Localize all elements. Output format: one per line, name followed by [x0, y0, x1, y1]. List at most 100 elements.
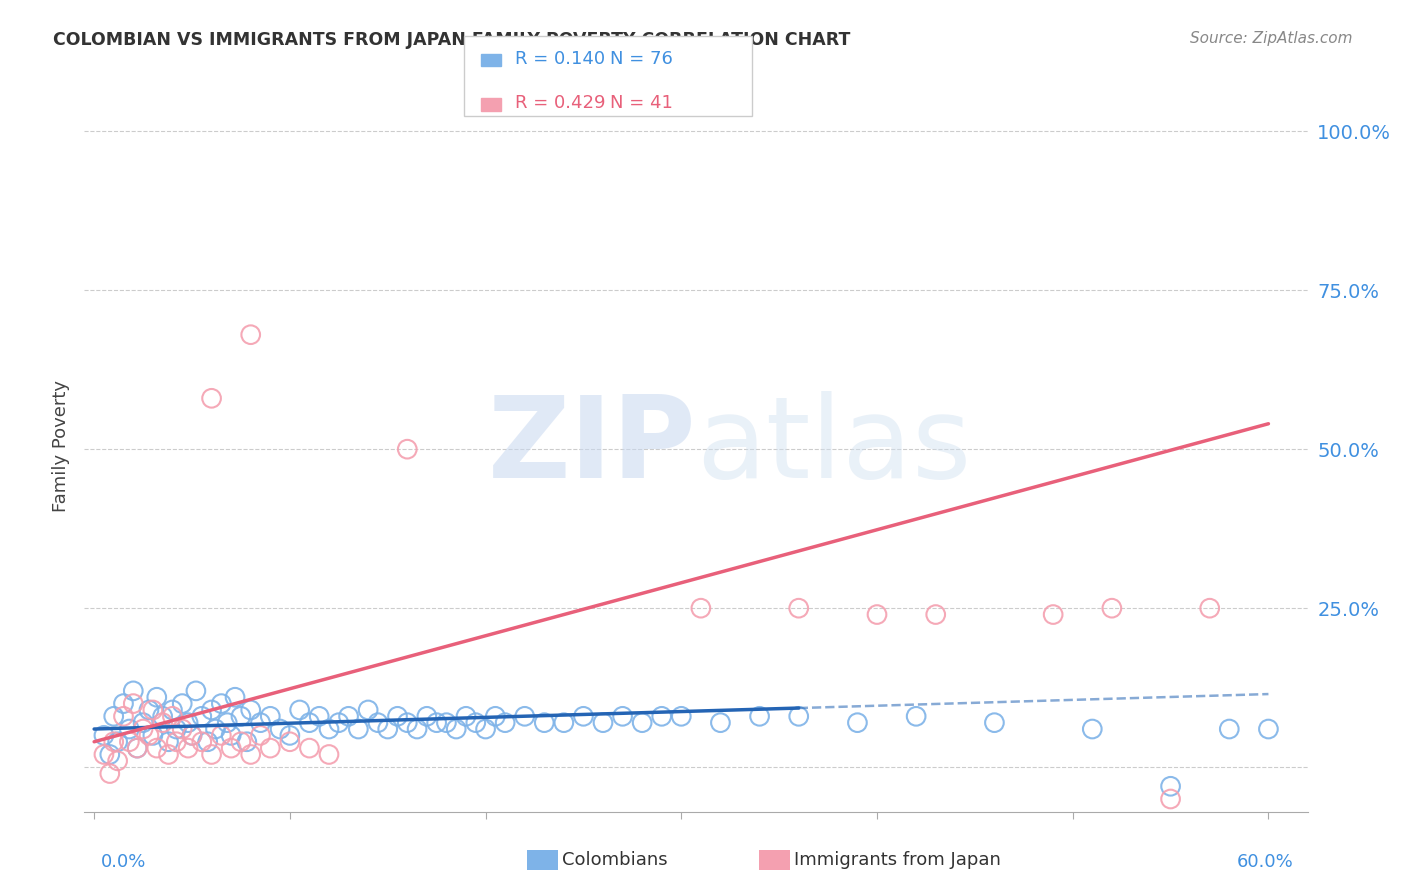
Point: [152, 715, 174, 730]
Point: [1081, 722, 1104, 736]
Point: [229, 709, 252, 723]
Point: [1101, 601, 1123, 615]
Point: [416, 709, 439, 723]
Point: [278, 728, 301, 742]
Point: [464, 715, 486, 730]
Point: [127, 741, 149, 756]
Point: [146, 741, 169, 756]
Point: [142, 703, 165, 717]
Point: [138, 728, 160, 742]
Point: [177, 715, 200, 730]
Point: [107, 754, 129, 768]
Point: [98, 747, 121, 762]
Point: [454, 709, 477, 723]
Point: [387, 709, 409, 723]
Point: [172, 722, 194, 736]
Point: [1257, 722, 1279, 736]
Point: [219, 728, 242, 742]
Point: [592, 715, 614, 730]
Text: R = 0.429: R = 0.429: [515, 95, 605, 112]
Point: [181, 728, 204, 742]
Text: N = 76: N = 76: [610, 50, 673, 68]
Point: [177, 741, 200, 756]
Point: [866, 607, 889, 622]
Point: [122, 697, 145, 711]
Point: [112, 709, 135, 723]
Point: [197, 735, 219, 749]
Point: [689, 601, 711, 615]
Point: [553, 715, 575, 730]
Point: [318, 747, 340, 762]
Point: [671, 709, 693, 723]
Point: [103, 709, 125, 723]
Point: [328, 715, 350, 730]
Point: [925, 607, 948, 622]
Point: [217, 715, 239, 730]
Point: [1042, 607, 1064, 622]
Point: [474, 722, 496, 736]
Point: [1160, 779, 1182, 793]
Point: [308, 709, 330, 723]
Point: [337, 709, 360, 723]
Point: [112, 697, 135, 711]
Text: N = 41: N = 41: [610, 95, 673, 112]
Point: [146, 690, 169, 705]
Point: [1198, 601, 1220, 615]
Point: [239, 703, 262, 717]
Point: [249, 728, 271, 742]
Point: [200, 703, 222, 717]
Point: [367, 715, 389, 730]
Point: [787, 601, 810, 615]
Point: [93, 728, 115, 742]
Point: [204, 722, 226, 736]
Point: [98, 766, 121, 780]
Point: [396, 715, 419, 730]
Point: [572, 709, 595, 723]
Point: [157, 747, 180, 762]
Point: [172, 697, 194, 711]
Point: [494, 715, 516, 730]
Point: [406, 722, 429, 736]
Point: [157, 735, 180, 749]
Point: [288, 703, 311, 717]
Text: Immigrants from Japan: Immigrants from Japan: [794, 851, 1001, 869]
Point: [200, 392, 222, 406]
Text: R = 0.140: R = 0.140: [515, 50, 605, 68]
Point: [377, 722, 399, 736]
Point: [132, 722, 155, 736]
Text: ZIP: ZIP: [488, 391, 696, 501]
Point: [983, 715, 1005, 730]
Point: [533, 715, 555, 730]
Point: [93, 747, 115, 762]
Point: [651, 709, 673, 723]
Point: [357, 703, 380, 717]
Point: [191, 709, 214, 723]
Point: [118, 722, 141, 736]
Point: [162, 703, 184, 717]
Point: [709, 715, 731, 730]
Text: COLOMBIAN VS IMMIGRANTS FROM JAPAN FAMILY POVERTY CORRELATION CHART: COLOMBIAN VS IMMIGRANTS FROM JAPAN FAMIL…: [53, 31, 851, 49]
Point: [1218, 722, 1240, 736]
Point: [165, 722, 187, 736]
Point: [152, 709, 174, 723]
Point: [513, 709, 536, 723]
Text: Source: ZipAtlas.com: Source: ZipAtlas.com: [1189, 31, 1353, 46]
Point: [905, 709, 928, 723]
Text: Colombians: Colombians: [562, 851, 668, 869]
Point: [107, 735, 129, 749]
Point: [396, 442, 419, 457]
Point: [181, 728, 204, 742]
Point: [209, 697, 232, 711]
Point: [138, 703, 160, 717]
Text: 60.0%: 60.0%: [1237, 853, 1294, 871]
Point: [209, 728, 232, 742]
Point: [426, 715, 449, 730]
Point: [1160, 792, 1182, 806]
Point: [787, 709, 810, 723]
Point: [103, 735, 125, 749]
Point: [444, 722, 467, 736]
Point: [184, 684, 207, 698]
Point: [127, 741, 149, 756]
Point: [846, 715, 869, 730]
Point: [612, 709, 634, 723]
